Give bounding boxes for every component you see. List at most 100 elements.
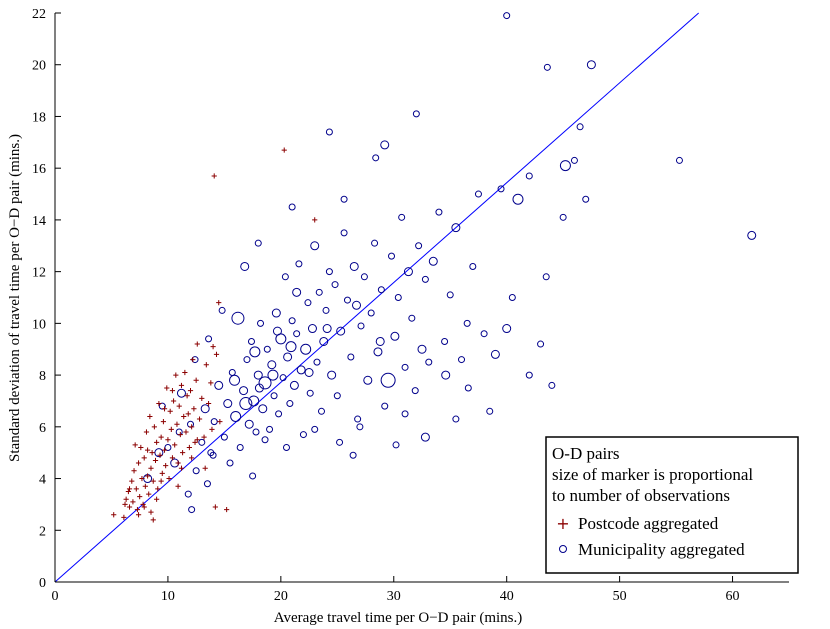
postcode-point — [196, 416, 203, 422]
municipality-point — [239, 397, 253, 411]
postcode-point — [164, 385, 170, 391]
postcode-point — [144, 447, 151, 453]
municipality-point — [458, 356, 466, 364]
postcode-point — [202, 465, 208, 471]
postcode-point — [150, 517, 156, 523]
municipality-point — [331, 281, 339, 289]
postcode-point — [134, 506, 141, 513]
municipality-point — [508, 294, 516, 301]
municipality-point — [240, 261, 250, 271]
postcode-point — [140, 501, 146, 508]
postcode-point — [135, 460, 142, 466]
municipality-point — [425, 358, 433, 366]
postcode-point — [212, 504, 218, 510]
municipality-point — [375, 336, 385, 346]
postcode-point — [175, 483, 181, 489]
municipality-point — [226, 459, 234, 467]
x-tick-label: 0 — [52, 589, 59, 604]
postcode-point — [191, 406, 197, 412]
municipality-point — [525, 172, 533, 180]
postcode-point — [189, 455, 195, 461]
municipality-point — [363, 375, 373, 385]
municipality-point — [408, 314, 416, 322]
municipality-point — [464, 384, 472, 392]
postcode-point — [168, 426, 174, 433]
postcode-point — [160, 419, 167, 425]
postcode-point — [193, 377, 199, 383]
y-tick-label: 8 — [39, 369, 46, 384]
postcode-point — [133, 486, 139, 492]
municipality-point — [327, 370, 337, 380]
municipality-point — [582, 195, 590, 203]
municipality-point — [372, 154, 380, 162]
municipality-point — [356, 423, 364, 431]
municipality-point — [218, 306, 226, 314]
postcode-point — [210, 344, 216, 350]
municipality-point — [239, 386, 249, 396]
postcode-point — [147, 413, 153, 420]
municipality-point — [503, 12, 511, 20]
municipality-point — [258, 404, 268, 414]
municipality-point — [340, 195, 348, 203]
postcode-point — [166, 475, 172, 482]
municipality-point — [451, 223, 461, 233]
municipality-point — [392, 441, 400, 449]
postcode-point — [208, 380, 214, 386]
municipality-point — [283, 352, 293, 362]
municipality-point — [243, 356, 251, 364]
municipality-point — [281, 273, 289, 281]
municipality-point — [300, 343, 312, 355]
municipality-point — [184, 490, 192, 498]
x-tick-label: 30 — [387, 589, 401, 604]
postcode-point — [142, 483, 148, 489]
postcode-point — [167, 408, 173, 414]
municipality-point — [257, 319, 265, 327]
municipality-point — [261, 436, 269, 444]
reference-line — [54, 12, 699, 583]
y-tick-label: 18 — [32, 110, 46, 125]
postcode-point — [146, 491, 152, 497]
postcode-point — [177, 431, 183, 438]
municipality-point — [401, 363, 409, 371]
postcode-point — [143, 429, 150, 435]
municipality-point — [548, 381, 556, 389]
municipality-point — [497, 185, 505, 193]
postcode-point — [129, 478, 135, 484]
postcode-point — [154, 439, 160, 445]
municipality-point — [267, 360, 277, 370]
municipality-point — [275, 410, 283, 418]
postcode-point — [121, 514, 127, 520]
municipality-point — [367, 309, 375, 317]
postcode-point — [111, 512, 117, 518]
municipality-point — [490, 349, 500, 359]
municipality-point — [435, 208, 443, 216]
municipality-point — [401, 410, 409, 418]
municipality-point — [325, 128, 333, 136]
postcode-point — [169, 455, 176, 461]
municipality-point — [542, 273, 550, 281]
legend: O-D pairs size of marker is proportional… — [545, 436, 799, 574]
y-tick-label: 10 — [32, 317, 46, 332]
postcode-point — [176, 403, 182, 409]
postcode-point — [203, 362, 209, 368]
postcode-point — [152, 457, 159, 464]
municipality-point — [394, 294, 402, 301]
postcode-point — [169, 388, 176, 394]
municipality-point — [304, 299, 312, 307]
municipality-point — [675, 156, 683, 164]
municipality-point — [279, 374, 287, 382]
municipality-point — [586, 60, 596, 70]
postcode-point — [149, 450, 155, 456]
municipality-point — [502, 324, 512, 334]
municipality-point — [252, 428, 260, 436]
postcode-point — [187, 388, 194, 394]
postcode-point — [158, 478, 164, 484]
postcode-point — [170, 398, 177, 404]
municipality-point — [398, 213, 406, 221]
postcode-point — [141, 504, 147, 510]
municipality-point — [249, 346, 261, 358]
municipality-point — [223, 399, 233, 409]
municipality-point — [322, 324, 332, 334]
y-tick-label: 12 — [32, 266, 46, 281]
municipality-point — [340, 229, 348, 237]
